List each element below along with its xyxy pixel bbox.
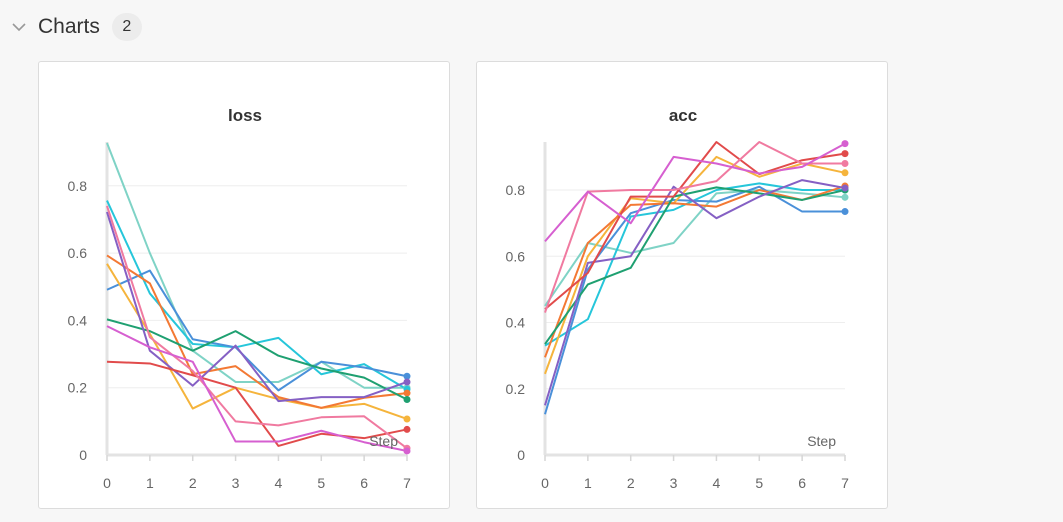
series-end-marker [841,150,849,158]
series-end-marker [403,425,411,433]
y-tick-label: 0.4 [506,315,526,331]
y-tick-label: 0.6 [68,245,88,261]
series-end-marker [841,193,849,201]
chart-title: acc [669,106,697,125]
series-end-marker [841,184,849,192]
series-end-marker [403,378,411,386]
chart-panel-acc[interactable]: acc 0 0.2 0.4 0.6 0.8 0 1 2 3 4 5 6 7 Step [476,61,888,509]
series-line[interactable] [544,186,846,345]
series-end-marker [403,372,411,380]
y-tick-label: 0 [517,447,525,463]
loss-chart: loss 0 0.2 0.4 0.6 0.8 0 1 2 3 4 5 6 7 Step [68,106,412,491]
series-end-marker [841,208,849,216]
series-line[interactable] [544,141,845,313]
x-tick-label: 0 [541,475,549,491]
x-tick-label: 3 [232,475,240,491]
y-tick-label: 0.4 [68,312,88,328]
x-tick-label: 5 [317,475,325,491]
series-line[interactable] [106,254,408,409]
series-line[interactable] [106,325,408,452]
series-end-marker [403,447,411,455]
series-line[interactable] [106,318,408,401]
x-tick-label: 6 [360,475,368,491]
x-tick-label: 4 [275,475,283,491]
series-end-marker [403,415,411,423]
x-tick-label: 7 [403,475,411,491]
x-tick-label: 7 [841,475,849,491]
y-tick-label: 0.8 [68,178,88,194]
x-axis-label: Step [807,433,836,449]
series-line[interactable] [544,185,845,415]
charts-section-header[interactable]: Charts 2 [10,12,142,42]
series-line[interactable] [106,360,408,447]
series-end-marker [841,160,849,168]
series-line[interactable] [106,269,408,392]
x-tick-label: 2 [627,475,635,491]
acc-chart: acc 0 0.2 0.4 0.6 0.8 0 1 2 3 4 5 6 7 Step [506,106,850,491]
series-end-marker [841,140,849,148]
series-end-marker [403,395,411,403]
y-tick-label: 0.6 [506,248,526,264]
y-tick-label: 0.2 [68,380,88,396]
x-axis-label: Step [369,433,398,449]
y-tick-label: 0 [79,447,87,463]
series-line[interactable] [544,182,845,347]
series-line[interactable] [544,179,846,406]
series-line[interactable] [106,211,408,403]
chart-count-badge: 2 [111,13,142,41]
x-tick-label: 4 [713,475,721,491]
x-tick-label: 0 [103,475,111,491]
chevron-down-icon[interactable] [10,18,28,36]
series-line[interactable] [544,155,846,375]
series-line[interactable] [106,142,407,389]
series-line[interactable] [544,141,846,311]
series-line[interactable] [544,142,846,243]
series-line[interactable] [106,263,408,420]
series-end-marker [841,169,849,177]
x-tick-label: 5 [755,475,763,491]
chart-title: loss [228,106,262,125]
series-line[interactable] [544,189,846,307]
y-tick-label: 0.8 [506,182,526,198]
x-tick-label: 2 [189,475,197,491]
chart-panel-loss[interactable]: loss 0 0.2 0.4 0.6 0.8 0 1 2 3 4 5 6 7 Step [38,61,450,509]
section-title: Charts [38,15,100,38]
series-line[interactable] [544,185,846,358]
x-tick-label: 3 [670,475,678,491]
x-tick-label: 1 [146,475,154,491]
x-tick-label: 6 [798,475,806,491]
series-end-marker [403,389,411,397]
series-line[interactable] [106,205,408,450]
series-line[interactable] [106,200,408,391]
y-tick-label: 0.2 [506,381,526,397]
x-tick-label: 1 [584,475,592,491]
